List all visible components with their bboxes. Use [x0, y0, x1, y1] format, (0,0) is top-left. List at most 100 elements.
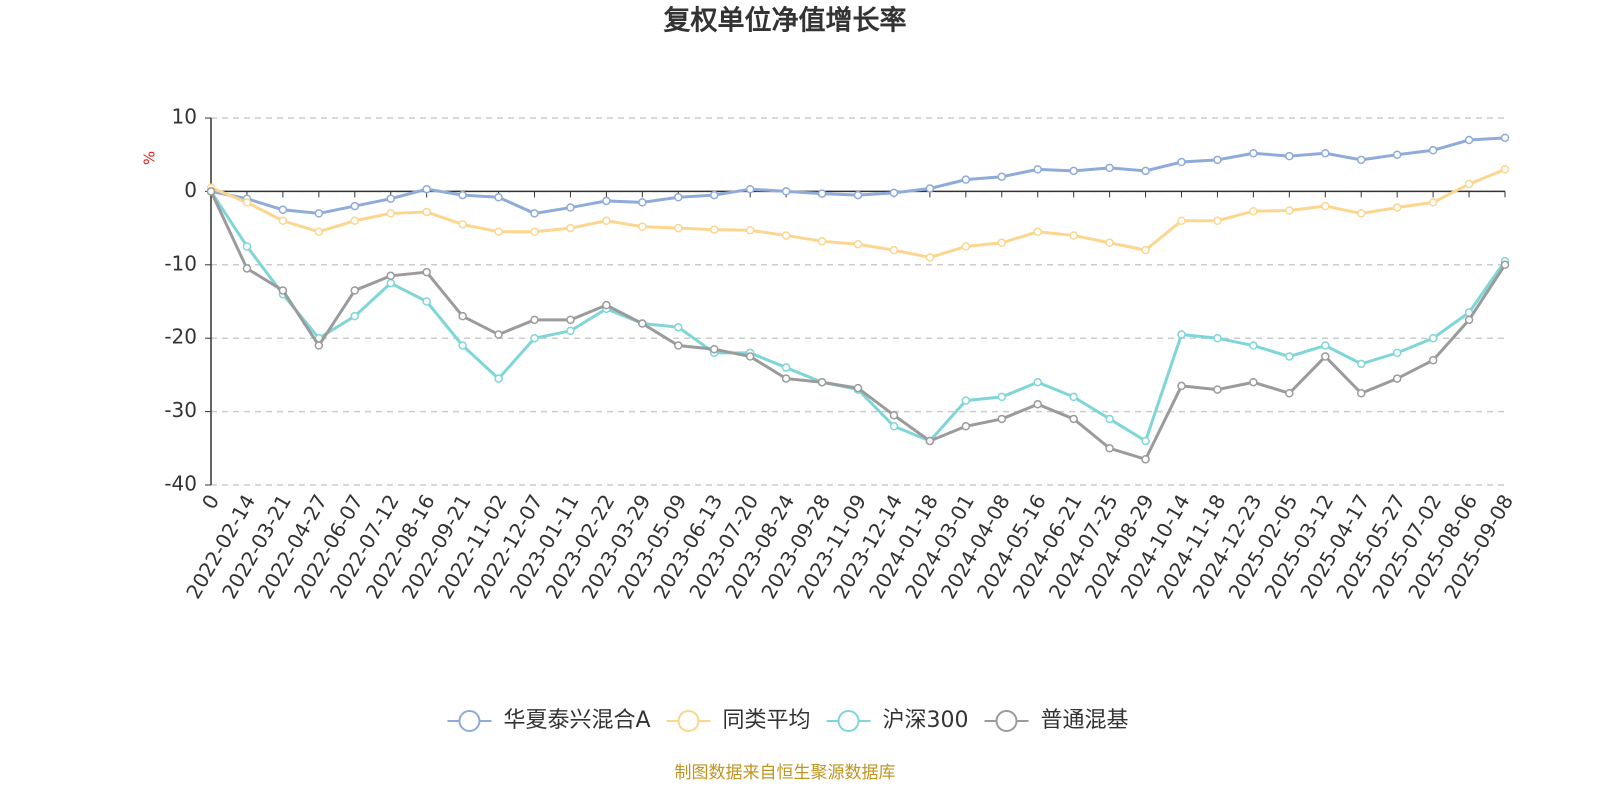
series-point	[314, 209, 324, 218]
series-point	[1321, 201, 1330, 211]
series-point	[566, 326, 575, 336]
series-point	[206, 187, 216, 196]
series-point	[997, 392, 1007, 402]
series-point	[530, 315, 539, 325]
series-point	[1285, 389, 1294, 398]
series-point	[638, 319, 647, 328]
series-point	[350, 286, 360, 295]
series-point	[889, 422, 899, 431]
series-point	[1464, 135, 1474, 145]
y-tick-label: -10	[164, 251, 197, 275]
series-point	[350, 201, 360, 211]
series-line	[210, 136, 1506, 215]
series-point	[602, 216, 611, 226]
legend-label: 华夏泰兴混合A	[503, 708, 650, 733]
series-point	[1285, 151, 1294, 161]
series-point	[1428, 355, 1438, 365]
series-point	[566, 315, 575, 325]
series-point	[1500, 165, 1510, 174]
series-point	[278, 216, 288, 226]
series-point	[961, 396, 971, 405]
legend-swatch	[677, 710, 700, 732]
series-point	[1105, 238, 1114, 248]
series-point	[458, 190, 467, 200]
series-point	[314, 227, 324, 237]
series-point	[1105, 444, 1114, 453]
series-point	[278, 286, 288, 295]
y-tick-label: 0	[184, 178, 197, 202]
series-point	[781, 187, 791, 196]
series-point	[961, 175, 971, 184]
series-point	[674, 223, 683, 233]
series-point	[530, 227, 539, 237]
series-point	[350, 216, 360, 226]
series-point	[1141, 455, 1150, 464]
legend-swatch	[837, 710, 860, 732]
series-point	[494, 227, 503, 237]
series-point	[709, 190, 719, 200]
series-point	[1141, 166, 1150, 176]
series-point	[242, 242, 252, 251]
series-point	[1069, 166, 1078, 176]
series-point	[674, 193, 683, 202]
series-point	[853, 190, 863, 200]
series-point	[1033, 165, 1042, 174]
series-point	[709, 225, 719, 234]
series-point	[1249, 341, 1258, 350]
series-point	[1105, 163, 1114, 173]
series-point	[458, 341, 467, 350]
series-point	[530, 209, 539, 218]
series-point	[997, 238, 1007, 248]
series-point	[386, 271, 395, 281]
x-tick-label: 0	[197, 490, 224, 513]
series-point	[853, 383, 863, 393]
series-point	[1356, 155, 1366, 165]
series-point	[638, 222, 647, 231]
series-point	[889, 188, 899, 198]
series-point	[566, 223, 575, 233]
series-point	[925, 436, 935, 446]
series-point	[1500, 260, 1510, 270]
series-point	[242, 198, 252, 207]
series-point	[494, 193, 503, 202]
series-point	[781, 363, 791, 372]
series-point	[1213, 385, 1222, 394]
series-point	[1356, 359, 1366, 369]
series-point	[817, 237, 827, 246]
series-point	[1249, 148, 1258, 158]
series-point	[889, 245, 899, 255]
series-point	[242, 264, 252, 273]
series-point	[386, 209, 395, 218]
series-point	[1500, 133, 1510, 143]
series-point	[1177, 216, 1186, 226]
series-point	[494, 330, 503, 339]
series-point	[1069, 392, 1078, 402]
series-point	[1249, 377, 1258, 387]
series-point	[781, 231, 791, 240]
series-point	[1141, 436, 1150, 446]
series-point	[1033, 377, 1042, 387]
series-point	[1141, 245, 1150, 255]
series-point	[638, 198, 647, 207]
series-point	[889, 411, 899, 420]
series-point	[745, 184, 755, 194]
series-point	[602, 196, 611, 206]
series-point	[1428, 146, 1438, 155]
series-point	[997, 414, 1007, 424]
series-point	[961, 242, 971, 251]
series-point	[1177, 330, 1186, 339]
series-point	[494, 374, 503, 383]
series-point	[709, 344, 719, 354]
legend-swatch	[458, 710, 481, 732]
series-point	[350, 311, 360, 321]
y-tick-label: -20	[164, 325, 197, 349]
series-point	[1249, 206, 1258, 216]
series-point	[1285, 206, 1294, 215]
series-point	[1105, 414, 1114, 424]
series-point	[1392, 374, 1402, 383]
series-point	[925, 184, 935, 193]
series-point	[314, 341, 324, 350]
series-point	[602, 300, 611, 310]
series-point	[781, 374, 791, 383]
